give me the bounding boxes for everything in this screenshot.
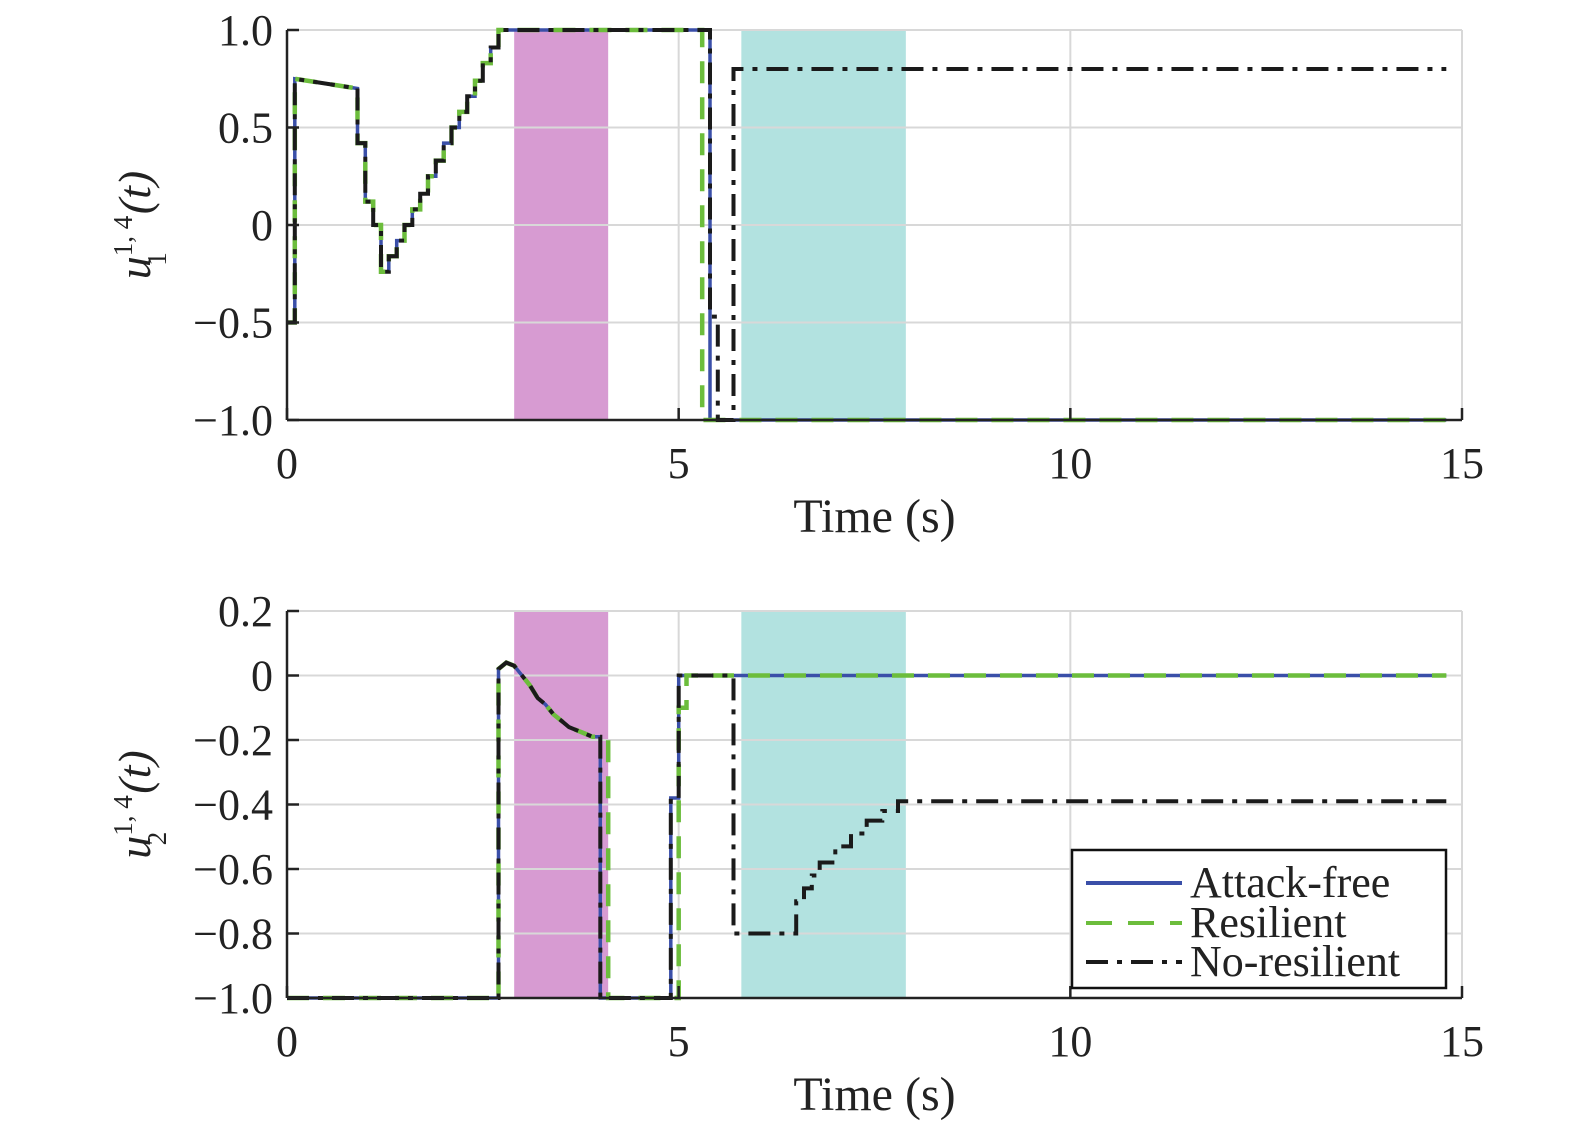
x-axis-label: Time (s) xyxy=(793,1068,955,1121)
legend-label-resilient: Resilient xyxy=(1190,898,1346,947)
y-tick-label: 0 xyxy=(251,652,273,701)
y-tick-label: 0 xyxy=(251,201,273,250)
y-tick-label: −0.6 xyxy=(193,845,273,894)
y-tick-label: −0.5 xyxy=(193,299,273,348)
y-tick-label: 1.0 xyxy=(218,6,273,55)
x-axis-label: Time (s) xyxy=(793,490,955,543)
y-tick-label: −0.4 xyxy=(193,781,273,830)
legend: Attack-free Resilient No-resilient xyxy=(1070,848,1448,990)
y-tick-label: 0.5 xyxy=(218,104,273,153)
panel-bottom: 0 5 10 15 −1.0 −0.8 −0.6 −0.4 −0.2 0 0.2 Time (s) u1… xyxy=(108,587,1484,1121)
y-tick-label: −0.2 xyxy=(193,716,273,765)
legend-label-no-resilient: No-resilient xyxy=(1190,937,1400,986)
x-tick-label: 10 xyxy=(1048,439,1092,488)
y-tick-label: 0.2 xyxy=(218,587,273,636)
legend-label-attack-free: Attack-free xyxy=(1190,858,1390,907)
series-line-no-resilient xyxy=(287,660,1447,1000)
series-line-no-resilient xyxy=(287,28,1447,422)
legend-box xyxy=(1070,848,1448,990)
panel-top: 0 5 10 15 −1.0 −0.5 0 0.5 1.0 Time (s) u1, 41(t) xyxy=(108,6,1484,543)
x-tick-label: 15 xyxy=(1440,439,1484,488)
y-tick-label: −1.0 xyxy=(193,974,273,1023)
x-tick-label: 10 xyxy=(1048,1017,1092,1066)
x-tick-label: 5 xyxy=(668,1017,690,1066)
x-tick-label: 0 xyxy=(276,1017,298,1066)
y-tick-label: −1.0 xyxy=(193,396,273,445)
x-tick-label: 0 xyxy=(276,439,298,488)
y-axis-label: u1, 41(t) xyxy=(108,171,172,279)
x-tick-label: 15 xyxy=(1440,1017,1484,1066)
y-axis-label: u1, 42(t) xyxy=(108,750,172,858)
x-tick-label: 5 xyxy=(668,439,690,488)
y-tick-label: −0.8 xyxy=(193,910,273,959)
